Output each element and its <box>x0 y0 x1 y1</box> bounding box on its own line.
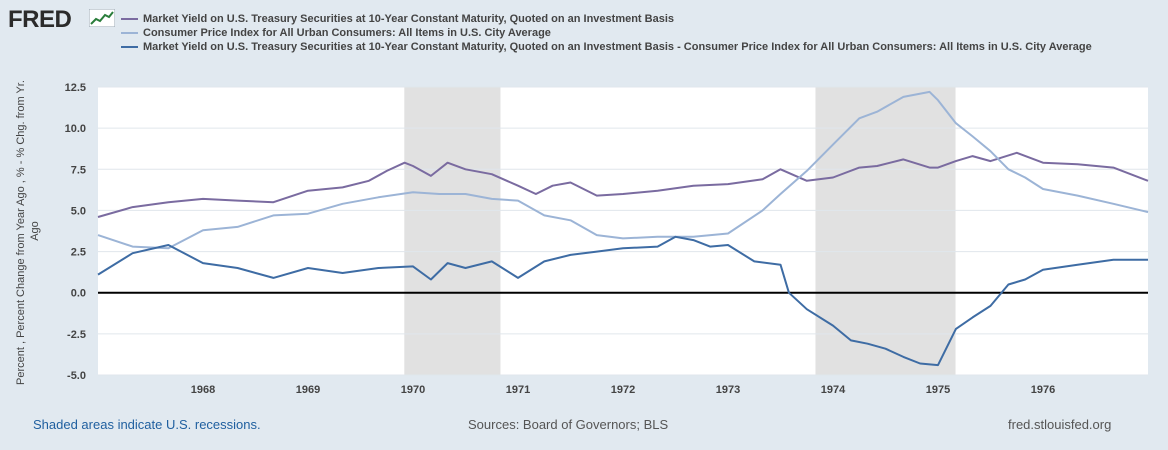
y-tick-label: 2.5 <box>71 247 86 259</box>
fred-logo[interactable]: FRED <box>8 6 72 33</box>
x-tick-label: 1972 <box>611 384 635 396</box>
legend-swatch-10y-yield <box>121 18 138 20</box>
y-tick-label: -5.0 <box>67 370 86 382</box>
x-axis-tick-labels: 1968 1969 1970 1971 1972 1973 1974 1975 1976 <box>191 384 1055 396</box>
legend-item-real-yield[interactable]: Market Yield on U.S. Treasury Securities… <box>121 40 1131 54</box>
y-tick-label: -2.5 <box>67 329 86 341</box>
legend-label-real-yield: Market Yield on U.S. Treasury Securities… <box>143 41 1092 53</box>
x-tick-label: 1969 <box>296 384 320 396</box>
y-tick-label: 12.5 <box>65 82 86 94</box>
y-tick-label: 7.5 <box>71 164 86 176</box>
recession-band <box>815 87 956 375</box>
x-tick-label: 1976 <box>1031 384 1055 396</box>
y-axis-title-line1: Percent , Percent Change from Year Ago ,… <box>15 80 27 385</box>
legend-swatch-real-yield <box>121 46 138 48</box>
fred-mini-chart-icon <box>89 9 115 27</box>
legend-item-cpi[interactable]: Consumer Price Index for All Urban Consu… <box>121 26 1131 40</box>
series-line-real-yield[interactable] <box>97 235 1148 367</box>
series-line-cpi[interactable] <box>97 90 1149 250</box>
y-axis-title-line2: Ago <box>29 221 41 241</box>
y-tick-label: 5.0 <box>71 205 86 217</box>
legend-label-cpi: Consumer Price Index for All Urban Consu… <box>143 27 551 39</box>
legend-swatch-cpi <box>121 32 138 34</box>
site-link[interactable]: fred.stlouisfed.org <box>1008 417 1112 432</box>
legend-item-10y-yield[interactable]: Market Yield on U.S. Treasury Securities… <box>121 12 1131 26</box>
recession-shading <box>404 87 956 375</box>
x-tick-label: 1971 <box>506 384 530 396</box>
sources-text: Sources: Board of Governors; BLS <box>468 417 669 432</box>
x-tick-label: 1975 <box>926 384 950 396</box>
y-axis-tick-labels: -5.0 -2.5 0.0 2.5 5.0 7.5 10.0 12.5 <box>65 82 86 382</box>
recession-note[interactable]: Shaded areas indicate U.S. recessions. <box>33 417 261 432</box>
plot-area[interactable] <box>98 87 1148 375</box>
series-lines <box>97 90 1149 367</box>
chart-legend: Market Yield on U.S. Treasury Securities… <box>121 12 1131 54</box>
x-tick-label: 1973 <box>716 384 740 396</box>
x-tick-label: 1974 <box>821 384 846 396</box>
y-axis-title: Percent , Percent Change from Year Ago ,… <box>15 77 41 385</box>
series-line-10y-yield[interactable] <box>97 151 1149 218</box>
x-tick-label: 1970 <box>401 384 425 396</box>
y-tick-label: 10.0 <box>65 123 86 135</box>
recession-band <box>404 87 501 375</box>
y-tick-label: 0.0 <box>71 288 86 300</box>
x-tick-label: 1968 <box>191 384 215 396</box>
chart-header: FRED Market Yield on U.S. Treasury Secur… <box>0 0 1168 76</box>
legend-label-10y-yield: Market Yield on U.S. Treasury Securities… <box>143 13 675 25</box>
